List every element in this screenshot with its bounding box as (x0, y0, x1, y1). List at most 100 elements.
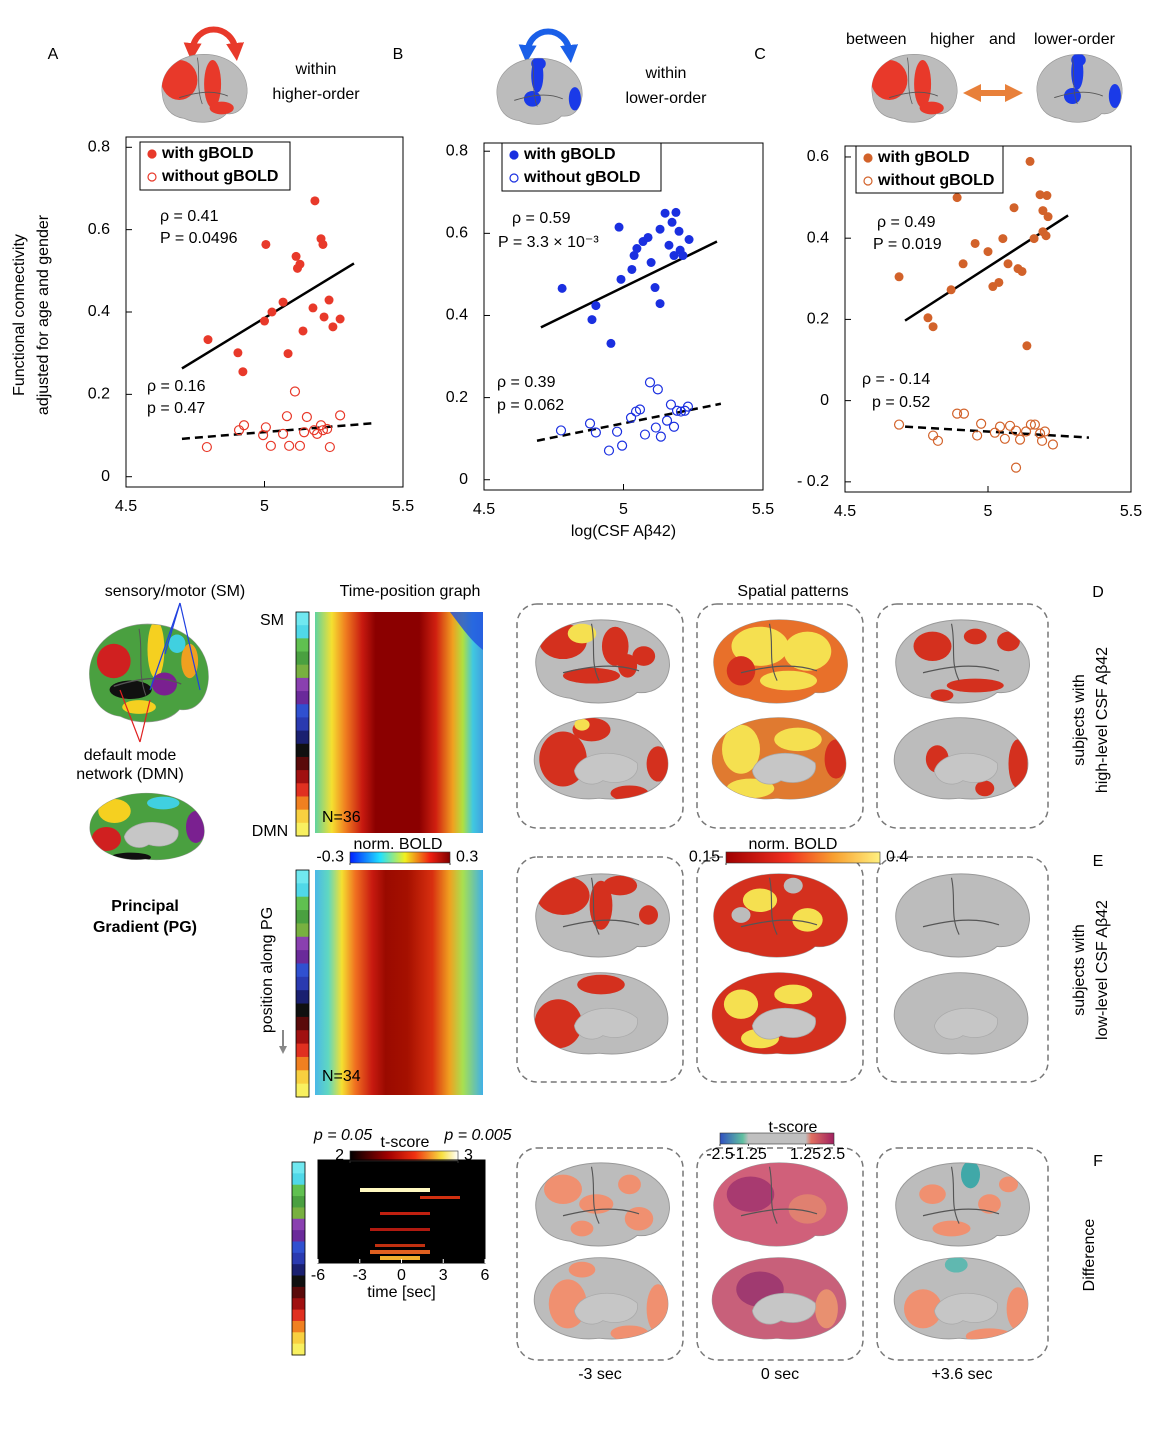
activity-blob (186, 811, 205, 844)
position-swatch (296, 976, 309, 991)
brain (88, 623, 209, 723)
activity-blob (91, 827, 121, 851)
data-point (983, 247, 993, 257)
header: between (846, 31, 907, 48)
data-point (1017, 266, 1027, 276)
activity-blob (147, 796, 180, 810)
x-tick-label: 6 (481, 1267, 490, 1284)
position-swatch (296, 809, 309, 824)
activity-blob (726, 656, 756, 686)
medial-wall (934, 752, 998, 785)
activity-blob (1008, 739, 1028, 789)
legend-marker (863, 153, 873, 163)
data-point (970, 238, 980, 248)
sulcus (768, 1166, 778, 1224)
y-tick-label: 0.8 (446, 142, 468, 159)
data-point (587, 315, 597, 325)
x-tick-label: 5.5 (392, 498, 414, 515)
data-point (958, 408, 970, 419)
data-point (324, 441, 335, 453)
data-point (584, 418, 596, 429)
pointer (119, 689, 141, 743)
brain (533, 972, 669, 1055)
activity-blob (632, 646, 656, 666)
brain (161, 54, 248, 123)
brain-activity (913, 628, 1020, 702)
annotation: P = 0.019 (873, 236, 942, 253)
activity-blob (963, 628, 987, 645)
colorbar-tick-label: 0.4 (886, 849, 908, 866)
annotation: ρ = - 0.14 (862, 371, 930, 388)
data-point (671, 207, 681, 217)
x-tick-label: 4.5 (115, 498, 137, 515)
row-label: SM (260, 612, 284, 629)
position-swatch (296, 963, 309, 978)
annotation: ρ = 0.39 (497, 374, 556, 391)
pointer (179, 602, 201, 691)
heatmap-detail (450, 612, 483, 650)
data-point (927, 430, 939, 441)
fit-line (540, 240, 718, 329)
data-point (1009, 203, 1019, 213)
data-point (669, 251, 679, 261)
pointer (149, 602, 181, 691)
y-axis-label: adjusted for age and gender (35, 214, 52, 415)
y-tick-label: 0.2 (446, 389, 468, 406)
annotation: P = 3.3 × 10⁻³ (498, 234, 599, 251)
colorbar-label: t-score (381, 1134, 430, 1151)
legend-label: without gBOLD (523, 169, 640, 186)
arrow (183, 26, 245, 61)
panel-letter: B (393, 46, 404, 63)
annotation: ρ = 0.49 (877, 214, 936, 231)
x-tick-label: -6 (311, 1267, 325, 1284)
position-swatch (292, 1298, 305, 1311)
pg-label: network (DMN) (76, 766, 184, 783)
position-swatch (296, 1083, 309, 1098)
brain (713, 873, 848, 958)
activity-blob (122, 700, 156, 714)
annotation: P = 0.0496 (160, 230, 238, 247)
activity-blob (999, 1176, 1018, 1193)
activity-blob (618, 654, 638, 678)
activity-blob (577, 974, 625, 995)
activity-blob (563, 667, 620, 684)
data-point (324, 295, 334, 305)
brain (713, 619, 848, 704)
position-swatch (296, 770, 309, 784)
activity-blob (930, 689, 954, 702)
position-swatch (296, 783, 309, 797)
data-point (319, 312, 329, 322)
pg-label: default mode (84, 747, 177, 764)
activity-blob (610, 785, 649, 800)
brain-activity (89, 624, 209, 722)
data-point (1025, 419, 1037, 430)
sulcus (514, 94, 563, 101)
position-swatch (296, 896, 309, 911)
heatmap (318, 1160, 485, 1263)
data-point (291, 251, 301, 261)
activity-blob (919, 101, 944, 115)
data-point (1047, 439, 1059, 450)
legend-label: with gBOLD (161, 145, 254, 162)
position-swatch (296, 691, 309, 705)
legend-label: with gBOLD (877, 149, 970, 166)
sample-size: N=34 (322, 1068, 361, 1085)
legend-marker (509, 150, 519, 160)
y-tick-label: 0.6 (807, 148, 829, 165)
data-point (650, 422, 661, 433)
activity-blob (815, 1289, 838, 1329)
header: lower-order (626, 90, 708, 107)
activity-blob (110, 852, 152, 860)
position-swatch (296, 923, 309, 938)
x-tick-label: 5 (260, 498, 269, 515)
position-swatch (292, 1218, 305, 1231)
data-point (655, 299, 665, 309)
brain-activity (539, 623, 656, 684)
position-swatch (296, 1003, 309, 1018)
data-point (617, 440, 628, 451)
brain (893, 972, 1029, 1055)
colorbar-tick-label: 3 (464, 1147, 473, 1164)
position-swatch (292, 1275, 305, 1288)
activity-blob (713, 873, 848, 957)
data-point (923, 313, 933, 323)
